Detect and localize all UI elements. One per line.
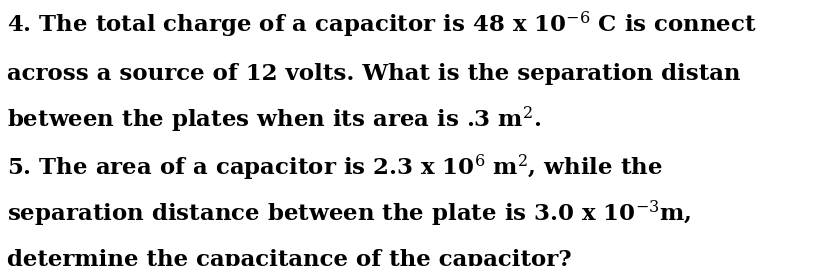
Text: 4. The total charge of a capacitor is 48 x 10$^{-6}$ C is connect: 4. The total charge of a capacitor is 48… bbox=[7, 10, 756, 40]
Text: determine the capacitance of the capacitor?: determine the capacitance of the capacit… bbox=[7, 249, 570, 266]
Text: between the plates when its area is .3 m$^{2}$.: between the plates when its area is .3 m… bbox=[7, 105, 540, 135]
Text: separation distance between the plate is 3.0 x 10$^{-3}$m,: separation distance between the plate is… bbox=[7, 198, 690, 228]
Text: across a source of 12 volts. What is the separation distan: across a source of 12 volts. What is the… bbox=[7, 63, 739, 85]
Text: 5. The area of a capacitor is 2.3 x 10$^{6}$ m$^{2}$, while the: 5. The area of a capacitor is 2.3 x 10$^… bbox=[7, 153, 662, 183]
